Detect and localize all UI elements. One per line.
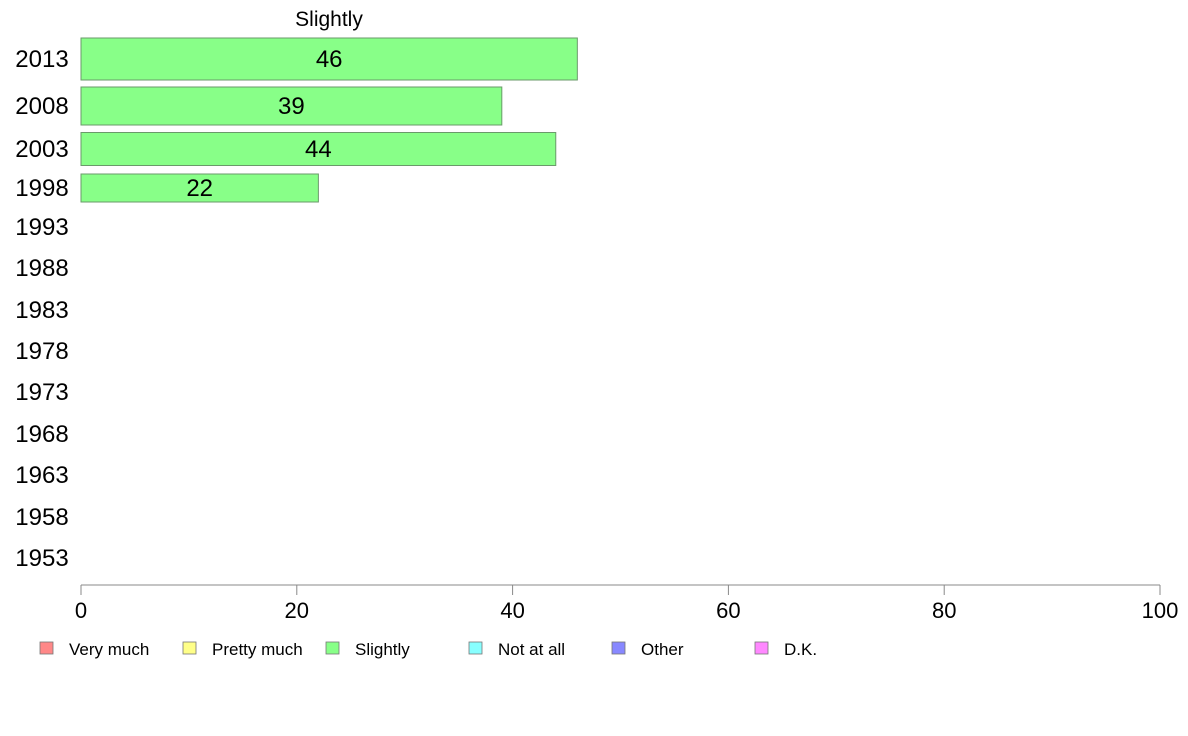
legend-label-slightly: Slightly bbox=[355, 640, 410, 659]
year-label-2013: 2013 bbox=[15, 46, 68, 73]
year-labels-group: 2013 2008 2003 1998 1993 1988 1983 1978 1973 1968… bbox=[15, 46, 68, 572]
bar-2003 bbox=[80, 132, 557, 166]
legend-swatch-d-k bbox=[754, 641, 769, 655]
legend-label-not-at-all: Not at all bbox=[498, 640, 565, 659]
legend-swatch-slightly bbox=[325, 641, 340, 655]
legend-swatch-not-at-all bbox=[468, 641, 483, 655]
year-label-1963: 1963 bbox=[15, 462, 68, 489]
x-axis: 0 20 40 60 80 100 bbox=[75, 584, 1179, 623]
legend-swatch-pretty-much bbox=[182, 641, 197, 655]
year-label-1973: 1973 bbox=[15, 379, 68, 406]
year-label-1983: 1983 bbox=[15, 297, 68, 324]
legend-swatch-very-much bbox=[39, 641, 54, 655]
year-label-1968: 1968 bbox=[15, 421, 68, 448]
year-label-1978: 1978 bbox=[15, 338, 68, 365]
bar-2013 bbox=[80, 37, 578, 81]
year-label-1993: 1993 bbox=[15, 214, 68, 241]
data-label-2003: 44 bbox=[305, 136, 332, 163]
legend: Very much Pretty much Slightly Not at all Ot… bbox=[39, 640, 817, 659]
year-label-2008: 2008 bbox=[15, 93, 68, 120]
data-label-2013: 46 bbox=[316, 46, 343, 73]
bar-1998 bbox=[80, 173, 319, 203]
year-label-1988: 1988 bbox=[15, 255, 68, 282]
legend-swatch-other bbox=[611, 641, 626, 655]
legend-label-other: Other bbox=[641, 640, 684, 659]
panel-title: Slightly bbox=[295, 8, 363, 31]
legend-label-very-much: Very much bbox=[69, 640, 149, 659]
year-label-1958: 1958 bbox=[15, 504, 68, 531]
legend-label-pretty-much: Pretty much bbox=[212, 640, 303, 659]
legend-label-d-k: D.K. bbox=[784, 640, 817, 659]
bar-2008 bbox=[80, 86, 503, 126]
x-tick-label-40: 40 bbox=[500, 598, 524, 623]
x-tick-label-20: 20 bbox=[285, 598, 309, 623]
x-tick-label-0: 0 bbox=[75, 598, 87, 623]
x-tick-label-80: 80 bbox=[932, 598, 956, 623]
data-label-2008: 39 bbox=[278, 93, 305, 120]
x-tick-label-100: 100 bbox=[1142, 598, 1179, 623]
year-label-1953: 1953 bbox=[15, 545, 68, 572]
year-label-2003: 2003 bbox=[15, 136, 68, 163]
x-tick-label-60: 60 bbox=[716, 598, 740, 623]
data-label-1998: 22 bbox=[186, 175, 213, 202]
year-label-1998: 1998 bbox=[15, 175, 68, 202]
